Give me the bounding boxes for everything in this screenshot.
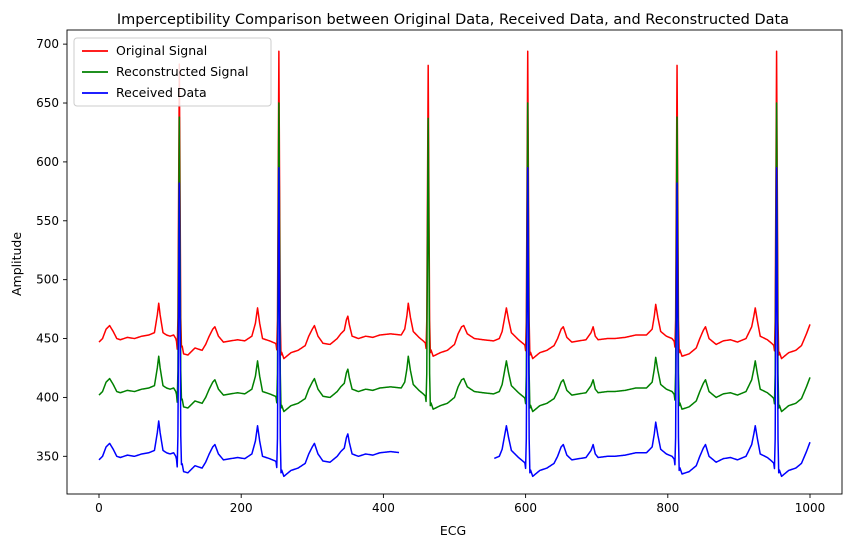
legend-box [73,37,272,107]
plot-area-frame [66,29,843,495]
legend: Original Signal Reconstructed Signal Rec… [73,37,272,107]
series-lines [98,50,811,478]
x-axis-label: ECG [440,523,466,538]
y-tick-label: 650 [36,96,59,110]
y-tick-label: 400 [36,390,59,404]
x-axis-ticks: 0 200 400 600 800 1000 [95,494,825,515]
y-tick-label: 600 [36,155,59,169]
y-tick-label: 350 [36,449,59,463]
legend-label-original: Original Signal [116,43,207,58]
chart-title: Imperceptibility Comparison between Orig… [117,12,789,28]
x-tick-label: 600 [514,501,537,515]
legend-label-reconstructed: Reconstructed Signal [116,64,249,79]
x-tick-label: 0 [95,501,103,515]
x-tick-label: 1000 [795,501,826,515]
series-line-2 [98,102,811,413]
y-axis-label: Amplitude [9,232,24,296]
y-tick-label: 500 [36,273,59,287]
y-tick-label: 450 [36,332,59,346]
series-line-3 [494,167,811,478]
x-tick-label: 400 [372,501,395,515]
y-tick-label: 550 [36,214,59,228]
y-axis-ticks: 350 400 450 500 550 600 650 700 [36,37,67,463]
y-tick-label: 700 [36,37,59,51]
legend-label-received: Received Data [116,85,207,100]
series-line-1 [98,50,811,360]
series-line-3 [98,167,400,478]
x-tick-label: 800 [656,501,679,515]
x-tick-label: 200 [230,501,253,515]
